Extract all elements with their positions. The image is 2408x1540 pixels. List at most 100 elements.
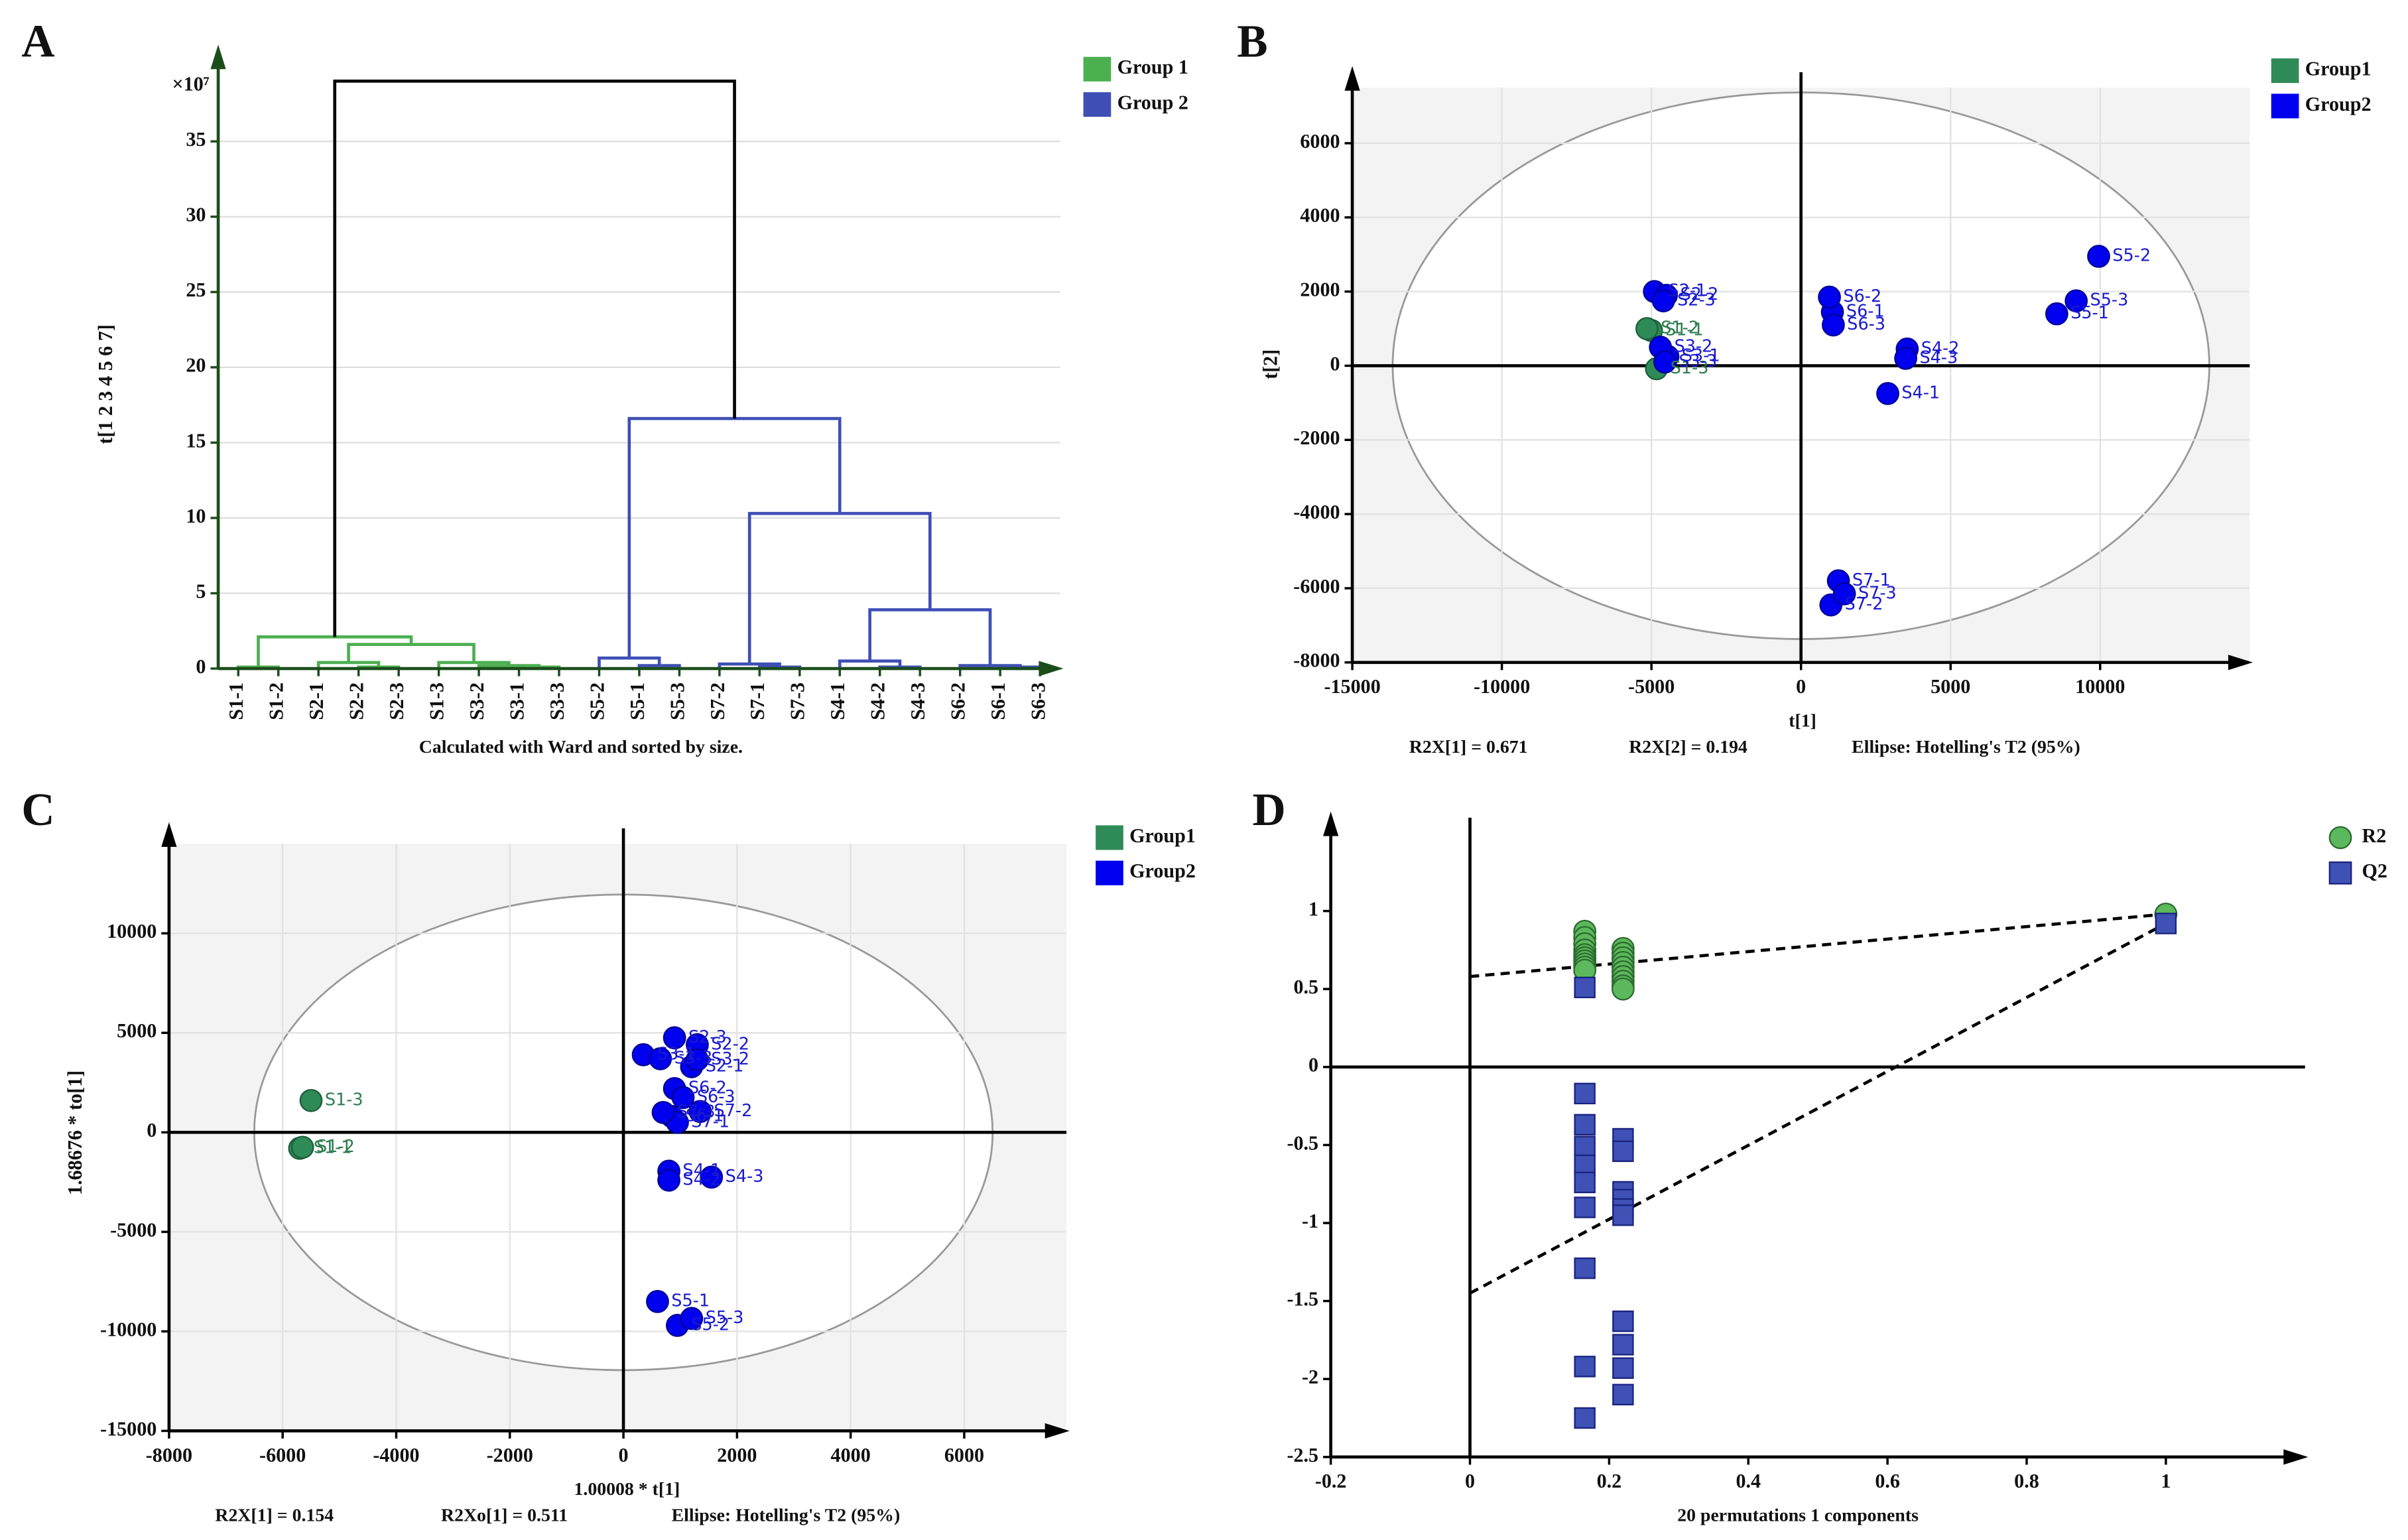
y-axis-arrow [1323, 811, 1339, 836]
y-tick-label: -2 [1302, 1366, 1318, 1388]
x-tick-label: 2000 [717, 1444, 757, 1466]
y-tick-label: 30 [186, 204, 206, 226]
y-tick-label: 4000 [1300, 204, 1340, 227]
x-axis-arrow [1039, 661, 1064, 676]
x-axis-arrow [2228, 655, 2253, 671]
y-tick-label: 35 [186, 128, 206, 151]
point-label: S7-3 [1858, 583, 1897, 603]
x-tick-label: 0.4 [1736, 1470, 1761, 1492]
dendrogram-link [333, 80, 736, 637]
x-tick-label: 6000 [944, 1444, 984, 1466]
regression-line [1469, 922, 2167, 1295]
data-point [1574, 1257, 1596, 1279]
y-axis-label: t[2] [1259, 350, 1282, 379]
data-point [671, 1086, 695, 1110]
point-label: S2-3 [1677, 290, 1716, 310]
y-tick-label: -4000 [1293, 501, 1340, 523]
x-axis-label: 20 permutations 1 components [1677, 1506, 1919, 1526]
point-label: S4-3 [1919, 348, 1958, 367]
x-tick-label: S6-1 [987, 682, 1009, 720]
x-tick-label: S5-1 [626, 682, 649, 720]
point-label: S2-1 [706, 1056, 744, 1076]
dendrogram-link [437, 661, 511, 669]
data-point [1612, 1204, 1634, 1226]
legend-label: Group1 [1129, 824, 1196, 847]
point-label: S1-2 [1661, 318, 1699, 338]
y-tick-label: 15 [186, 429, 206, 452]
legend-marker [2328, 826, 2352, 850]
point-label: S3-1 [657, 1044, 696, 1064]
data-point [1832, 582, 1856, 606]
x-axis-arrow [1045, 1423, 1070, 1439]
x-tick-label: 5000 [1931, 675, 1970, 698]
x-tick-label: 0 [1796, 675, 1806, 698]
y-tick-label: -2000 [1293, 426, 1340, 449]
point-label: S5-3 [2090, 290, 2129, 310]
point-label: S5-2 [691, 1315, 729, 1334]
annotation: R2X[2] = 0.194 [1629, 737, 1747, 757]
x-tick-label: -0.2 [1315, 1470, 1347, 1492]
legend-label: Group1 [2305, 58, 2372, 80]
data-point [1612, 977, 1635, 1001]
data-point [1574, 1114, 1596, 1136]
data-point [686, 1048, 709, 1072]
y-tick-label: 0 [1330, 352, 1340, 375]
data-point [1612, 1140, 1634, 1163]
x-tick-label: S2-1 [305, 682, 328, 720]
point-label: S6-3 [1847, 314, 1885, 334]
point-label: S3-3 [674, 1048, 713, 1068]
x-tick-label: -2000 [487, 1444, 533, 1466]
y-tick-label: 6000 [1300, 130, 1340, 153]
annotation: R2X[1] = 0.154 [215, 1506, 334, 1526]
data-point [2087, 245, 2110, 268]
point-label: S1-2 [316, 1137, 355, 1157]
x-tick-label: S3-3 [546, 682, 568, 720]
x-tick-label: 0 [1465, 1470, 1475, 1492]
point-label: S6-1 [1846, 301, 1885, 321]
data-point [2155, 913, 2177, 934]
y-tick-label: -1 [1302, 1210, 1318, 1232]
x-tick-label: S1-2 [265, 682, 288, 720]
panel-letter: C [21, 785, 54, 836]
legend-label: Group2 [1129, 860, 1196, 882]
x-tick-label: -4000 [373, 1444, 419, 1466]
data-point [2064, 289, 2088, 312]
point-label: S7-1 [691, 1112, 729, 1131]
data-point [1653, 350, 1677, 374]
y-tick-label: -1.5 [1287, 1288, 1318, 1311]
x-tick-label: S4-1 [826, 682, 849, 720]
data-point [1574, 1171, 1596, 1194]
y-tick-label: 0 [1308, 1054, 1318, 1076]
x-tick-label: -10000 [1474, 675, 1530, 698]
legend-label: Group 2 [1117, 91, 1188, 113]
data-point [649, 1047, 672, 1070]
point-label: S7-1 [1852, 570, 1891, 590]
x-axis-label: Calculated with Ward and sorted by size. [419, 737, 743, 757]
x-tick-label: S3-1 [505, 682, 528, 720]
data-point [1612, 1357, 1634, 1380]
data-point [1818, 285, 1841, 309]
point-label: S5-1 [2070, 303, 2109, 323]
annotation: R2X[1] = 0.671 [1409, 737, 1528, 757]
y-tick-label: 0 [147, 1119, 157, 1141]
x-tick-label: S5-2 [586, 682, 608, 720]
point-label: S2-2 [711, 1034, 749, 1054]
point-label: S7-2 [1845, 594, 1883, 614]
x-tick-label: S1-1 [225, 682, 247, 720]
y-axis-arrow [161, 822, 177, 847]
annotation: R2Xo[1] = 0.511 [441, 1506, 568, 1526]
y-tick-label: 10 [186, 505, 206, 527]
point-label: S4-1 [1901, 383, 1940, 403]
y-axis-arrow [1344, 66, 1360, 91]
x-axis-label: 1.00008 * t[1] [574, 1479, 680, 1500]
data-point [651, 1100, 675, 1124]
legend-label: Group2 [2305, 93, 2372, 115]
y-tick-label: -0.5 [1287, 1131, 1318, 1154]
data-point [1651, 289, 1675, 312]
point-label: S5-2 [2112, 246, 2151, 266]
data-point [1574, 976, 1596, 999]
point-label: S1-1 [1665, 320, 1704, 340]
dendrogram-link [627, 417, 842, 659]
